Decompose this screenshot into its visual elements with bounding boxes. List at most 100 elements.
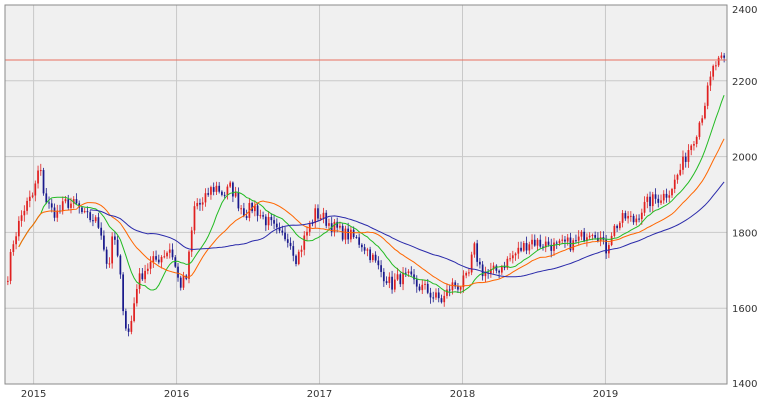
candle-up (492, 265, 495, 270)
candle-up (226, 186, 229, 196)
candle-up (662, 193, 665, 201)
candle-down (649, 196, 651, 207)
candle-up (506, 258, 509, 268)
candle-up (459, 287, 462, 290)
candle-up (528, 244, 531, 251)
candle-up (489, 269, 492, 274)
candle-up (306, 231, 308, 236)
candle-up (61, 201, 64, 212)
candle-down (448, 289, 451, 291)
candle-down (432, 297, 435, 299)
candle-up (561, 239, 564, 241)
candle-up (544, 241, 547, 248)
candle-up (344, 228, 347, 240)
candle-up (704, 105, 706, 119)
candle-up (693, 144, 695, 146)
candle-down (632, 215, 635, 223)
candle-up (64, 199, 67, 202)
candle-up (111, 236, 114, 264)
x-tick-label: 2015 (21, 389, 46, 400)
candle-down (575, 240, 577, 242)
candle-up (484, 272, 487, 277)
candle-down (212, 187, 215, 192)
candle-down (48, 202, 50, 204)
candle-down (341, 225, 344, 240)
candle-up (163, 256, 166, 258)
candle-up (613, 225, 616, 236)
candle-down (311, 223, 314, 225)
candle-up (468, 272, 470, 274)
candle-down (440, 298, 443, 303)
candle-up (94, 217, 97, 222)
candle-down (119, 255, 122, 275)
candle-up (267, 216, 270, 226)
candle-up (152, 256, 155, 262)
candle-up (83, 211, 86, 213)
candle-down (355, 237, 358, 239)
candle-up (407, 271, 410, 273)
candle-down (317, 208, 319, 219)
candle-down (325, 212, 328, 226)
x-tick-label: 2018 (450, 389, 475, 400)
candle-up (580, 231, 583, 237)
candle-down (503, 266, 506, 268)
ma-long-line (90, 181, 725, 278)
candle-up (253, 205, 256, 212)
candle-up (135, 288, 138, 304)
candle-down (525, 243, 528, 251)
candle-up (462, 275, 465, 288)
candle-down (404, 272, 407, 274)
candle-down (75, 199, 78, 204)
candle-up (695, 136, 698, 145)
candle-up (160, 256, 163, 263)
candle-up (635, 218, 638, 223)
candle-down (605, 239, 608, 254)
candle-down (264, 216, 267, 226)
candle-down (42, 170, 45, 194)
candle-up (720, 55, 723, 58)
candle-up (553, 242, 555, 251)
candle-down (286, 239, 289, 243)
candle-up (28, 196, 31, 201)
candle-up (698, 122, 701, 137)
plot-frame (4, 4, 728, 385)
candle-up (591, 235, 594, 237)
candle-down (657, 198, 660, 203)
candle-up (451, 282, 454, 291)
candle-up (297, 251, 300, 265)
candle-down (45, 193, 48, 203)
candle-up (388, 276, 391, 284)
candle-down (616, 225, 618, 229)
candle-down (262, 215, 264, 217)
candle-down (81, 207, 83, 213)
candle-up (229, 182, 232, 187)
candle-up (522, 243, 525, 251)
ma-mid-line (18, 138, 725, 287)
candle-up (599, 237, 602, 242)
candle-up (259, 215, 262, 217)
candle-down (50, 203, 53, 208)
candle-up (673, 179, 676, 190)
candle-up (651, 194, 654, 207)
candle-up (23, 210, 26, 216)
candle-down (597, 237, 599, 242)
candle-up (660, 200, 662, 203)
candle-down (243, 208, 245, 217)
candle-up (144, 270, 146, 280)
candle-down (221, 191, 223, 195)
candle-down (385, 281, 388, 284)
candle-down (583, 231, 586, 242)
candle-down (410, 271, 413, 275)
candle-down (245, 216, 248, 218)
candle-down (369, 249, 371, 261)
candle-up (26, 200, 28, 211)
candle-down (155, 256, 157, 260)
candle-down (218, 185, 221, 192)
candle-down (295, 255, 297, 265)
candle-up (56, 210, 59, 218)
candle-down (457, 286, 459, 290)
candle-down (53, 207, 56, 218)
candle-up (350, 229, 352, 240)
candle-down (624, 213, 627, 219)
candle-down (237, 192, 240, 209)
